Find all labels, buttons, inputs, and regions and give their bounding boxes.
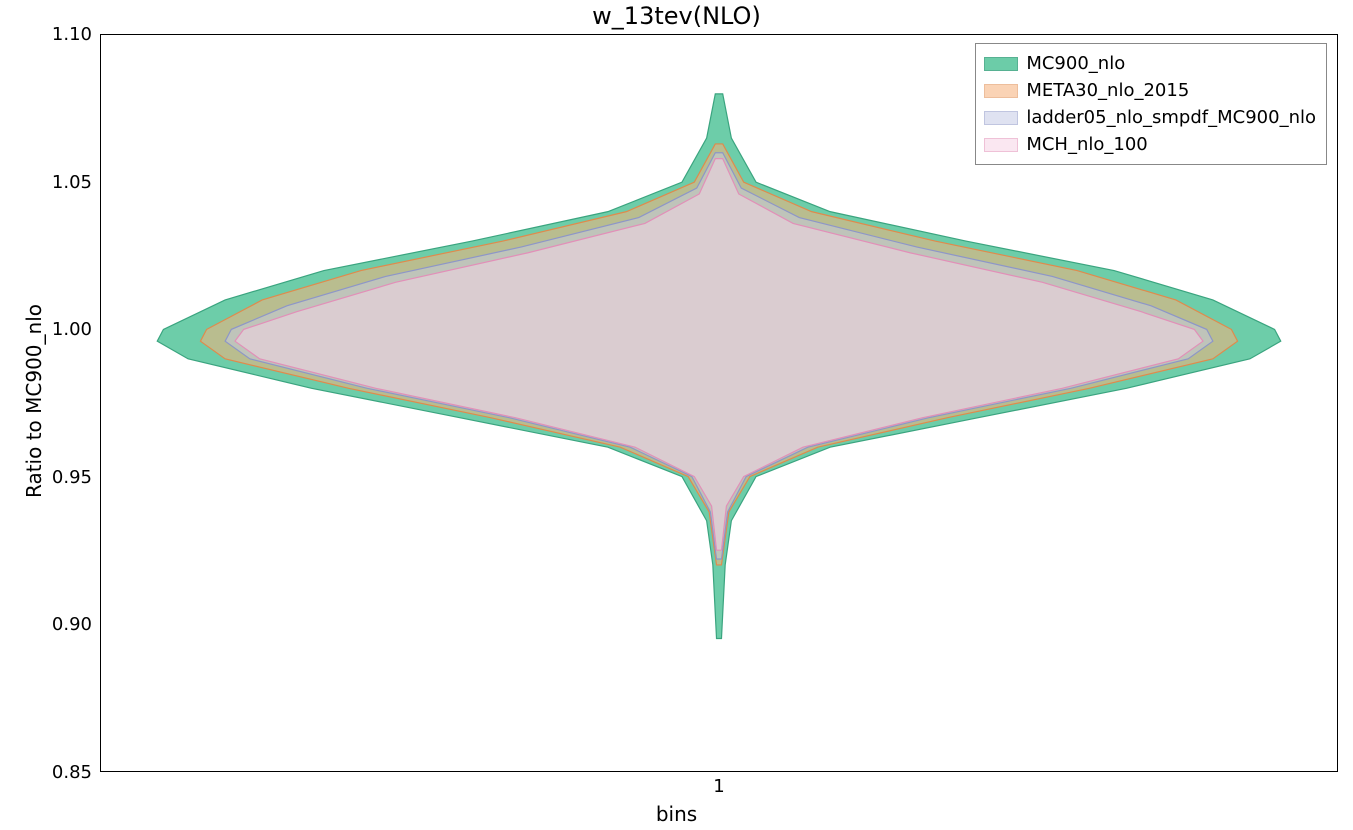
legend-swatch (984, 57, 1018, 71)
x-axis-label: bins (0, 802, 1353, 826)
legend-swatch (984, 111, 1018, 125)
legend-label: MC900_nlo (1026, 50, 1125, 77)
x-tick-label: 1 (699, 776, 739, 797)
grid-line (101, 625, 1337, 626)
chart-title: w_13tev(NLO) (0, 2, 1353, 30)
legend: MC900_nloMETA30_nlo_2015ladder05_nlo_smp… (975, 43, 1327, 165)
y-tick-label: 0.90 (32, 614, 92, 635)
grid-line (101, 330, 1337, 331)
legend-label: ladder05_nlo_smpdf_MC900_nlo (1026, 104, 1316, 131)
violin-MCH_nlo_100 (235, 159, 1203, 551)
legend-label: META30_nlo_2015 (1026, 77, 1189, 104)
y-tick-label: 0.85 (32, 762, 92, 783)
legend-item: ladder05_nlo_smpdf_MC900_nlo (984, 104, 1316, 131)
grid-line (101, 478, 1337, 479)
legend-swatch (984, 138, 1018, 152)
legend-item: MC900_nlo (984, 50, 1316, 77)
legend-swatch (984, 84, 1018, 98)
grid-line (720, 35, 721, 771)
y-tick-label: 1.00 (32, 319, 92, 340)
legend-item: MCH_nlo_100 (984, 131, 1316, 158)
figure: w_13tev(NLO) MC900_nloMETA30_nlo_2015lad… (0, 0, 1353, 830)
y-tick-label: 1.05 (32, 172, 92, 193)
plot-area: MC900_nloMETA30_nlo_2015ladder05_nlo_smp… (100, 34, 1338, 772)
y-tick-label: 1.10 (32, 24, 92, 45)
grid-line (101, 183, 1337, 184)
legend-label: MCH_nlo_100 (1026, 131, 1147, 158)
y-tick-label: 0.95 (32, 467, 92, 488)
legend-item: META30_nlo_2015 (984, 77, 1316, 104)
